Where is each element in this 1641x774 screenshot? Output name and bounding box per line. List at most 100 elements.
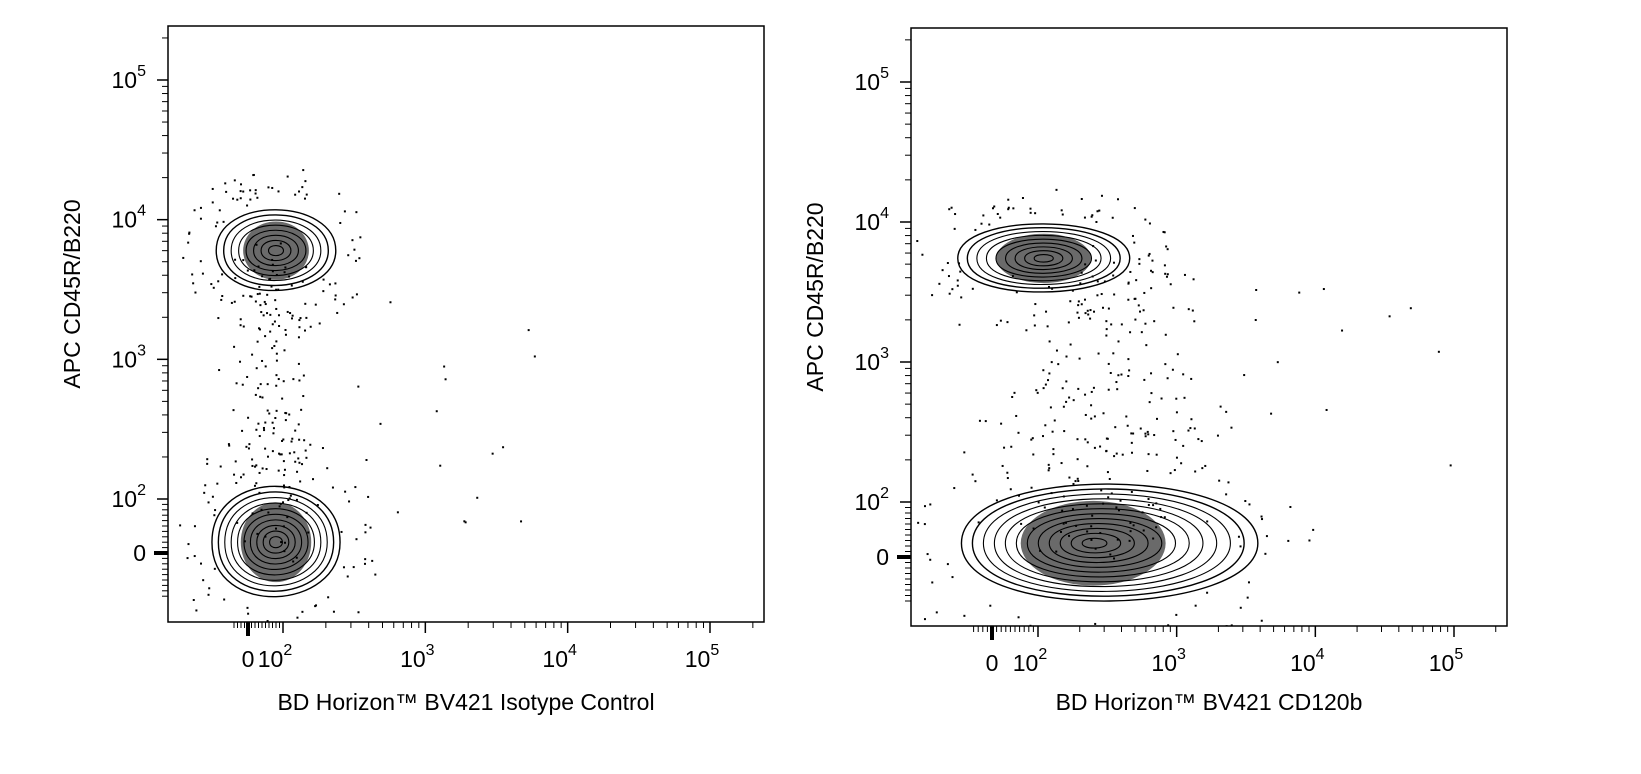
- event-dot: [291, 437, 294, 440]
- event-dot: [288, 275, 291, 278]
- event-dot: [439, 464, 442, 467]
- event-dot: [1165, 275, 1168, 278]
- event-dot: [1060, 209, 1063, 212]
- event-dot: [1083, 216, 1086, 219]
- contour-ring: [245, 229, 307, 272]
- event-dot: [1192, 278, 1195, 281]
- event-dot: [929, 503, 932, 506]
- event-dot: [1080, 303, 1083, 306]
- event-dot: [255, 243, 258, 246]
- event-dot: [271, 186, 274, 189]
- event-dot: [312, 478, 315, 481]
- event-dot: [1096, 210, 1099, 213]
- event-dot: [1071, 508, 1074, 511]
- cell-population: [182, 169, 362, 331]
- event-dot: [262, 426, 265, 429]
- contour-ring: [1059, 527, 1135, 559]
- event-dot: [1105, 328, 1108, 331]
- event-dot: [1159, 507, 1162, 510]
- event-dot: [305, 193, 308, 196]
- event-dot: [282, 460, 285, 463]
- event-dot: [288, 452, 291, 455]
- event-dot: [1068, 534, 1071, 537]
- event-dot: [344, 490, 347, 493]
- y-tick-label: 105: [855, 65, 890, 95]
- event-dot: [1247, 581, 1250, 584]
- event-dot: [1341, 329, 1344, 332]
- event-dot: [1048, 372, 1051, 375]
- event-dot: [989, 604, 992, 607]
- event-dot: [258, 471, 261, 474]
- event-dot: [926, 553, 929, 556]
- event-dot: [993, 205, 996, 208]
- event-dot: [257, 265, 260, 268]
- event-dot: [234, 277, 237, 280]
- right-contour-plot: 0 102 103 104 105 0 102 103 104 105 BD Horizon™ BV…: [802, 27, 1508, 715]
- event-dot: [1059, 530, 1062, 533]
- event-dot: [971, 287, 974, 290]
- event-dot: [241, 429, 244, 432]
- event-dot: [1139, 427, 1142, 430]
- x-tick-label: 103: [1151, 646, 1186, 676]
- event-dot: [188, 231, 191, 234]
- event-dot: [1077, 479, 1080, 482]
- event-dot: [916, 240, 919, 243]
- event-dot: [1144, 218, 1147, 221]
- event-dot: [1225, 625, 1228, 626]
- event-dot: [302, 374, 305, 377]
- event-dot: [1150, 372, 1153, 375]
- event-dot: [1175, 456, 1178, 459]
- event-dot: [1325, 408, 1328, 411]
- event-dot: [277, 314, 280, 317]
- event-dot: [1298, 291, 1301, 294]
- event-dot: [271, 347, 274, 350]
- event-dot: [1219, 405, 1222, 408]
- cell-population: [916, 188, 1172, 332]
- x-tick-exponent: 3: [1177, 646, 1186, 663]
- event-dot: [1006, 477, 1009, 480]
- event-dot: [295, 498, 298, 501]
- contour-ring: [224, 497, 328, 587]
- x-tick-exponent: 5: [1454, 646, 1463, 663]
- event-dot: [1042, 369, 1045, 372]
- event-dot: [1171, 368, 1174, 371]
- event-dot: [1206, 520, 1209, 523]
- event-dot: [254, 300, 257, 303]
- event-dot: [374, 573, 377, 576]
- event-dot: [1065, 380, 1068, 383]
- event-dot: [1011, 275, 1014, 278]
- y-tick-label: 102: [112, 482, 147, 512]
- event-dot: [1047, 379, 1050, 382]
- event-dot: [1084, 312, 1087, 315]
- event-dot: [275, 374, 278, 377]
- event-dot: [1065, 355, 1068, 358]
- event-dot: [1061, 213, 1064, 216]
- event-dot: [251, 458, 254, 461]
- event-dot: [314, 303, 317, 306]
- event-dot: [1144, 435, 1147, 438]
- event-dot: [1037, 501, 1040, 504]
- event-dot: [1322, 288, 1325, 291]
- event-dot: [251, 353, 254, 356]
- event-dot: [1105, 437, 1108, 440]
- event-dot: [1047, 469, 1050, 472]
- event-dot: [275, 359, 278, 362]
- event-dot: [273, 320, 276, 323]
- event-dot: [283, 474, 286, 477]
- event-dot: [203, 491, 206, 494]
- event-dot: [291, 317, 294, 320]
- event-dot: [1055, 550, 1058, 553]
- event-dot: [1160, 397, 1163, 400]
- event-dot: [935, 627, 937, 629]
- x-tick-label: 104: [542, 642, 577, 672]
- event-dot: [239, 324, 242, 327]
- event-dot: [260, 508, 263, 511]
- event-dot: [322, 290, 325, 293]
- event-dot: [953, 487, 956, 490]
- event-dot: [282, 501, 285, 504]
- event-dot: [298, 319, 301, 322]
- event-dot: [264, 421, 267, 424]
- event-dot: [280, 541, 283, 544]
- event-dot: [995, 499, 998, 502]
- contour-ring: [1015, 508, 1190, 578]
